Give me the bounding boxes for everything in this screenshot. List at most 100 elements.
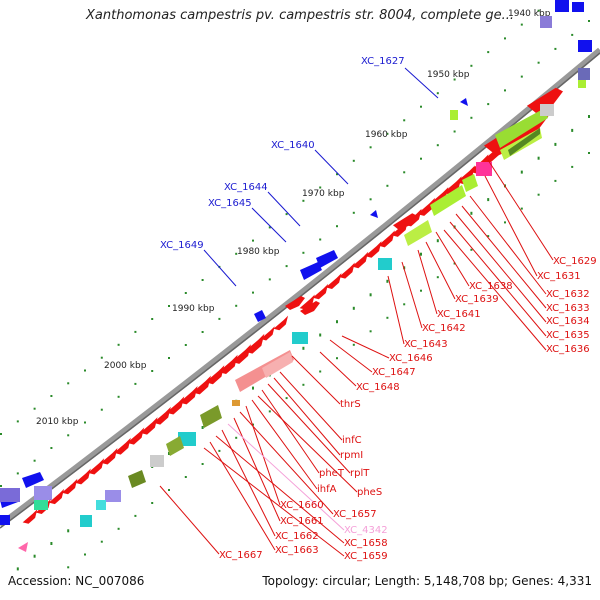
lime-gene [462,174,478,192]
scale-tick [352,343,355,346]
blue-gene [316,250,338,268]
scale-label-1970: 1970 kbp [302,189,345,199]
dark-green-gene [508,128,540,156]
red-gene [338,262,355,279]
scale-tick [470,116,473,119]
scale-label-2000: 2000 kbp [104,361,147,371]
purple-gene [105,490,121,502]
scale-tick [537,9,540,12]
scale-tick [386,279,389,283]
gene-label-xc1648: XC_1648 [356,382,400,393]
scale-tick [100,356,103,359]
scale-tick [285,265,288,268]
red-gene [205,365,225,385]
leader-mid-7 [319,351,357,387]
red-gene [140,417,158,435]
scale-tick [84,553,86,556]
red-gene [299,294,315,310]
scale-dots [0,9,590,571]
scale-tick [487,103,490,106]
gene-label-xc1638: XC_1638 [469,281,513,292]
scale-tick [453,130,456,133]
leader-low-4 [257,395,358,493]
gene-label-xc1631: XC_1631 [537,271,581,282]
purple-gene [540,16,552,28]
gene-label-ihfa: ihfA [317,484,337,495]
scale-tick [50,395,53,397]
scale-tick [33,407,36,410]
gene-label-xc1643: XC_1643 [404,339,448,350]
colored-gene-blocks [34,80,586,527]
gene-label-xc1640: XC_1640 [271,140,315,151]
gene-label-xc1632: XC_1632 [546,289,590,300]
scale-tick [134,514,137,517]
scale-labels: 1940 kbp 1950 kbp 1960 kbp 1970 kbp 1980… [36,9,551,427]
gene-label-xc1660: XC_1660 [280,500,324,511]
scale-tick [151,370,154,372]
gene-label-xc4342: XC_4342 [344,525,388,536]
red-gene [244,333,265,354]
scale-tick [369,330,372,333]
scale-tick [537,156,540,160]
blue-gene [572,2,584,12]
scale-tick [218,317,221,320]
blue-gene [578,40,592,52]
scale-tick [571,33,574,36]
scale-tick [302,346,305,350]
scale-tick [520,207,523,210]
scale-tick [201,279,204,281]
gene-label-xc1667: XC_1667 [219,550,263,561]
scale-tick [84,421,86,424]
red-gene [87,458,105,475]
gene-label-xc1649: XC_1649 [160,240,204,251]
gene-label-xc1659: XC_1659 [344,551,388,562]
scale-tick [487,235,490,238]
blue-gene [370,210,378,218]
scale-tick [436,92,439,95]
blue-gene [460,98,468,106]
scale-tick [218,449,221,452]
scale-tick [16,420,19,423]
scale-tick [554,142,557,146]
scale-tick [470,211,473,215]
scale-tick [285,397,288,400]
scale-tick [319,370,322,373]
red-gene [166,396,185,415]
scale-tick [67,382,70,385]
scale-tick [352,306,355,310]
leader-right-6 [443,229,547,351]
scale-tick [168,305,170,307]
scale-tick [50,447,53,449]
red-gene [417,197,435,216]
gene-label-xc1646: XC_1646 [389,353,433,364]
scale-tick [319,333,322,337]
red-gene [482,143,502,163]
scale-tick [588,115,590,118]
gray-gene [150,455,164,467]
scale-tick [67,434,70,437]
red-gene [179,386,198,405]
scale-tick [571,128,574,132]
map-title: Xanthomonas campestris pv. campestris st… [86,8,514,23]
scale-tick [403,171,406,174]
red-gene [300,301,320,315]
red-gene [218,354,238,375]
scale-tick [386,184,389,187]
scale-tick [319,186,322,189]
genome-backbone [0,47,600,528]
leader-right-1 [484,175,538,277]
blue-gene [254,310,266,322]
gene-label-phes: pheS [357,487,382,498]
leader-low-10 [221,429,276,537]
scale-tick [336,225,338,228]
leader-low-2 [267,383,351,474]
scale-tick [201,426,204,429]
scale-tick [117,527,120,530]
leader-mid-5 [341,335,390,359]
red-gene [61,478,78,495]
scale-tick [184,292,187,294]
leader-right-0 [487,159,554,261]
scale-tick [352,211,355,214]
label-leader-lines [159,67,554,557]
